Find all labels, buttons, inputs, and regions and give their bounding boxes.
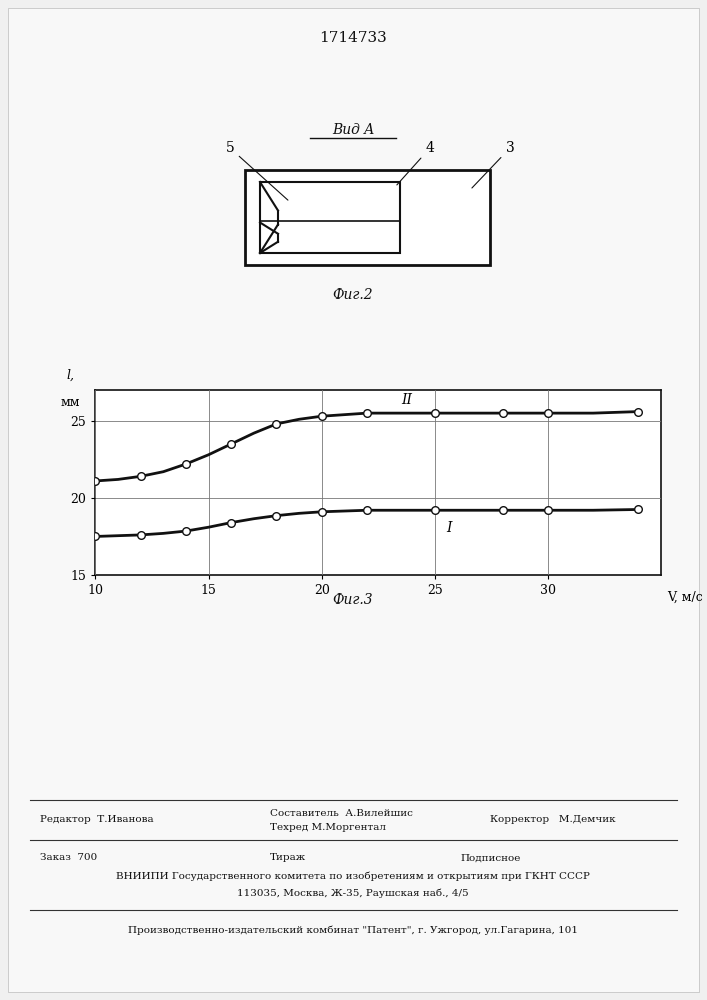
FancyBboxPatch shape [245,170,490,265]
Text: 3: 3 [472,141,515,188]
Text: 4: 4 [397,141,434,185]
Text: Подписное: Подписное [460,854,520,862]
Text: 5: 5 [226,141,288,200]
Text: I: I [446,521,452,535]
Text: Корректор   М.Демчик: Корректор М.Демчик [490,816,616,824]
Text: Фиг.2: Фиг.2 [333,288,373,302]
Text: ВНИИПИ Государственного комитета по изобретениям и открытиям при ГКНТ СССР: ВНИИПИ Государственного комитета по изоб… [116,871,590,881]
Text: Техред М.Моргентал: Техред М.Моргентал [270,824,386,832]
Text: l,: l, [66,369,74,382]
Text: Фиг.3: Фиг.3 [333,593,373,607]
Text: мм: мм [60,396,80,409]
Text: Заказ  700: Заказ 700 [40,854,98,862]
Text: II: II [401,393,412,407]
Text: Производственно-издательский комбинат "Патент", г. Ужгород, ул.Гагарина, 101: Производственно-издательский комбинат "П… [128,925,578,935]
Text: Составитель  А.Вилейшис: Составитель А.Вилейшис [270,808,413,818]
FancyBboxPatch shape [260,182,400,253]
Text: Тираж: Тираж [270,854,306,862]
Text: 113035, Москва, Ж-35, Раушская наб., 4/5: 113035, Москва, Ж-35, Раушская наб., 4/5 [237,888,469,898]
Text: Редактор  Т.Иванова: Редактор Т.Иванова [40,816,153,824]
FancyBboxPatch shape [8,8,699,992]
Text: Вид A: Вид A [332,123,374,137]
Text: 1714733: 1714733 [319,31,387,45]
Text: V, м/с: V, м/с [667,591,703,604]
